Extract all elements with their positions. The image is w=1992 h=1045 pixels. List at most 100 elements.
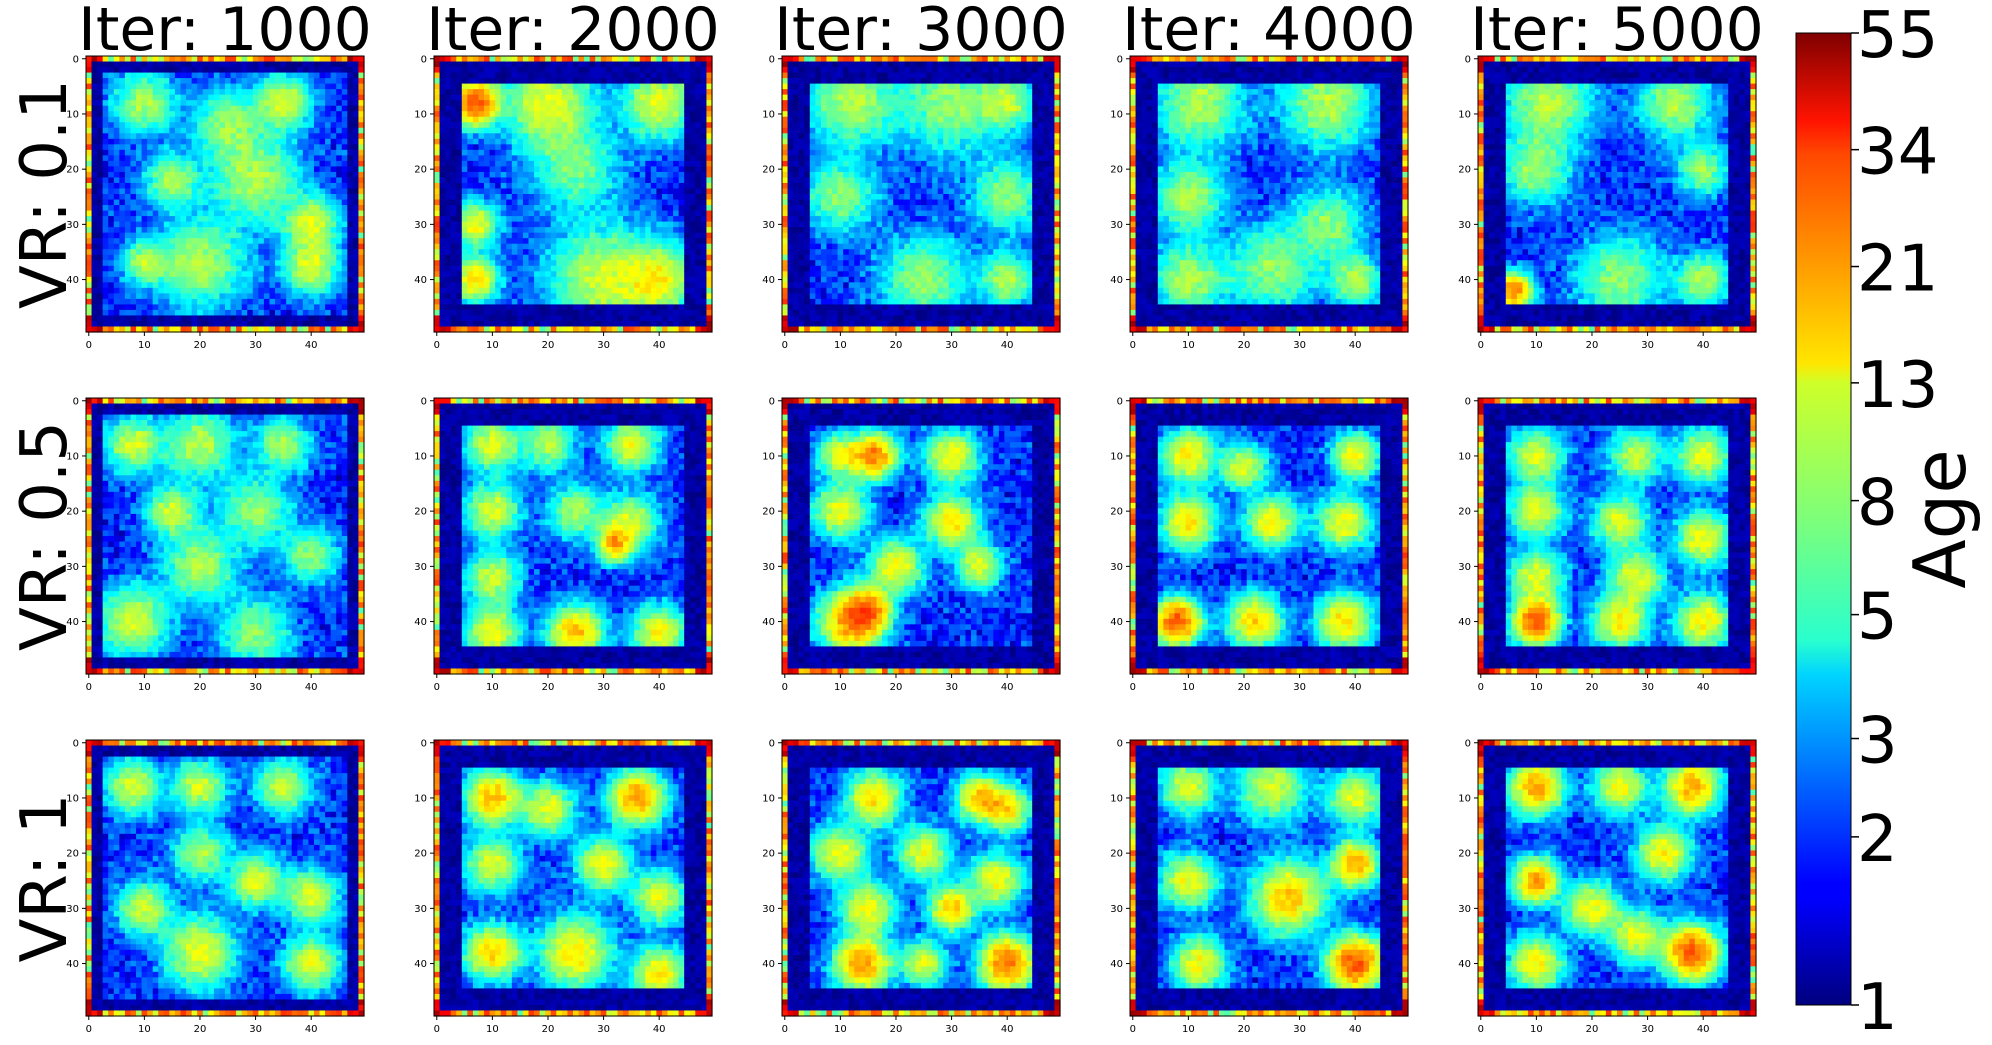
heatmap-cell xyxy=(197,150,203,156)
heatmap-cell xyxy=(495,106,501,112)
heatmap-cell xyxy=(219,73,225,79)
heatmap-cell xyxy=(292,233,298,239)
heatmap-cell xyxy=(225,315,231,321)
heatmap-cell xyxy=(325,188,331,194)
heatmap-cell xyxy=(297,266,303,272)
heatmap-cell xyxy=(275,260,281,266)
heatmap-cell xyxy=(297,166,303,172)
heatmap-cell xyxy=(175,144,181,150)
heatmap-cell xyxy=(451,183,457,189)
heatmap-cell xyxy=(275,299,281,305)
heatmap-cell xyxy=(456,111,462,117)
heatmap-cell xyxy=(181,117,187,123)
heatmap-cell xyxy=(197,222,203,228)
heatmap-cell xyxy=(197,233,203,239)
heatmap-cell xyxy=(236,310,242,316)
heatmap-cell xyxy=(495,271,501,277)
heatmap-cell xyxy=(158,78,164,84)
heatmap-cell xyxy=(164,150,170,156)
heatmap-cell xyxy=(353,315,359,321)
heatmap-cell xyxy=(269,117,275,123)
heatmap-cell xyxy=(153,73,159,79)
heatmap-cell xyxy=(347,282,353,288)
heatmap-cell xyxy=(308,95,314,101)
heatmap-cell xyxy=(286,161,292,167)
heatmap-cell xyxy=(214,122,220,128)
heatmap-cell xyxy=(114,238,120,244)
heatmap-cell xyxy=(247,194,253,200)
heatmap-cell xyxy=(97,177,103,183)
heatmap-cell xyxy=(336,271,342,277)
heatmap-cell xyxy=(130,255,136,261)
heatmap-cell xyxy=(342,67,348,73)
heatmap-cell xyxy=(225,78,231,84)
heatmap-cell xyxy=(158,200,164,206)
heatmap-cell xyxy=(275,211,281,217)
heatmap-cell xyxy=(175,139,181,145)
heatmap-cell xyxy=(292,260,298,266)
heatmap-cell xyxy=(225,260,231,266)
heatmap-cell xyxy=(264,205,270,211)
heatmap-cell xyxy=(281,310,287,316)
heatmap-cell xyxy=(484,188,490,194)
heatmap-cell xyxy=(258,205,264,211)
heatmap-cell xyxy=(242,260,248,266)
heatmap-cell xyxy=(208,133,214,139)
heatmap-cell xyxy=(303,293,309,299)
heatmap-cell xyxy=(308,139,314,145)
heatmap-cell xyxy=(451,222,457,228)
heatmap-cell xyxy=(219,299,225,305)
heatmap-cell xyxy=(478,84,484,90)
heatmap-cell xyxy=(203,100,209,106)
heatmap-cell xyxy=(175,238,181,244)
heatmap-panel: 0 10 20 30 40010203040 xyxy=(414,54,712,351)
heatmap-cell xyxy=(142,288,148,294)
heatmap-cell xyxy=(125,260,131,266)
heatmap-cell xyxy=(478,227,484,233)
heatmap-cell xyxy=(484,106,490,112)
heatmap-cell xyxy=(219,194,225,200)
heatmap-cell xyxy=(258,139,264,145)
heatmap-cell xyxy=(97,282,103,288)
heatmap-cell xyxy=(147,266,153,272)
heatmap-cell xyxy=(158,111,164,117)
heatmap-cell xyxy=(119,271,125,277)
heatmap-cell xyxy=(440,277,446,283)
heatmap-cell xyxy=(175,133,181,139)
heatmap-cell xyxy=(462,266,468,272)
heatmap-cell xyxy=(451,271,457,277)
x-tick-label: 10 xyxy=(138,340,151,351)
heatmap-cell xyxy=(292,200,298,206)
heatmap-cell xyxy=(264,133,270,139)
heatmap-cell xyxy=(275,222,281,228)
heatmap-cell xyxy=(308,205,314,211)
heatmap-cell xyxy=(147,67,153,73)
heatmap-cell xyxy=(451,244,457,250)
heatmap-cell xyxy=(253,249,259,255)
heatmap-cell xyxy=(258,188,264,194)
heatmap-cell xyxy=(197,73,203,79)
heatmap-cell xyxy=(108,299,114,305)
heatmap-cell xyxy=(119,288,125,294)
heatmap-cell xyxy=(264,100,270,106)
heatmap-cell xyxy=(342,293,348,299)
heatmap-cell xyxy=(331,222,337,228)
heatmap-cell xyxy=(297,321,303,327)
heatmap-cell xyxy=(314,227,320,233)
heatmap-cell xyxy=(236,288,242,294)
heatmap-cell xyxy=(197,78,203,84)
heatmap-cell xyxy=(197,89,203,95)
heatmap-cell xyxy=(92,255,98,261)
heatmap-cell xyxy=(342,299,348,305)
heatmap-cell xyxy=(275,117,281,123)
heatmap-cell xyxy=(103,249,109,255)
heatmap-cell xyxy=(297,216,303,222)
heatmap-cell xyxy=(314,299,320,305)
heatmap-cell xyxy=(303,155,309,161)
heatmap-cell xyxy=(473,244,479,250)
heatmap-cell xyxy=(186,84,192,90)
heatmap-cell xyxy=(119,188,125,194)
heatmap-cell xyxy=(320,288,326,294)
heatmap-cell xyxy=(108,260,114,266)
heatmap-cell xyxy=(286,271,292,277)
